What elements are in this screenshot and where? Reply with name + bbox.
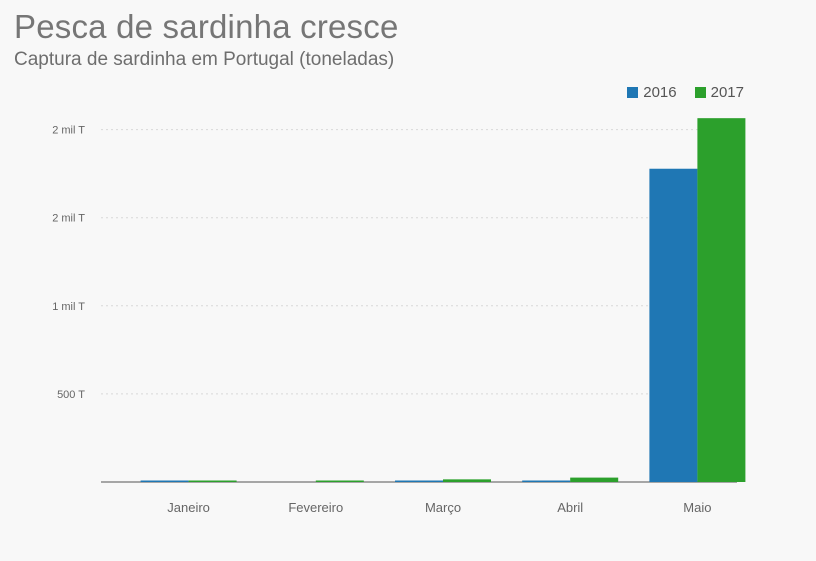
x-tick-label: Janeiro [167,500,210,515]
bar-2017-março [443,479,491,482]
bar-2016-abril [522,480,571,482]
chart-subtitle: Captura de sardinha em Portugal (tonelad… [14,49,395,70]
bar-2017-janeiro [188,480,237,482]
y-tick-label: 500 T [57,389,85,401]
legend-label-2017: 2017 [710,84,744,101]
x-tick-label: Abril [557,500,583,515]
legend-swatch-2017 [694,87,706,98]
bar-2017-fevereiro [315,480,364,482]
bar-2017-maio [697,118,746,483]
bar-2016-março [395,480,443,482]
y-tick-label: 2 mil T [52,213,85,225]
y-tick-label: 1 mil T [52,301,85,313]
x-tick-label: Fevereiro [288,500,343,515]
x-tick-label: Maio [683,500,711,515]
chart-legend: 2016 2017 [627,84,744,101]
legend-swatch-2016 [627,87,639,98]
y-tick-label: 2 mil T [52,125,85,137]
bar-2017-abril [570,477,619,482]
legend-label-2016: 2016 [643,84,677,101]
bar-2016-janeiro [140,480,189,482]
bar-2016-maio [649,168,698,482]
x-tick-label: Março [425,500,461,515]
chart-title: Pesca de sardinha cresce [14,8,399,45]
legend-item-2016: 2016 [627,84,677,101]
legend-item-2017: 2017 [694,84,744,101]
